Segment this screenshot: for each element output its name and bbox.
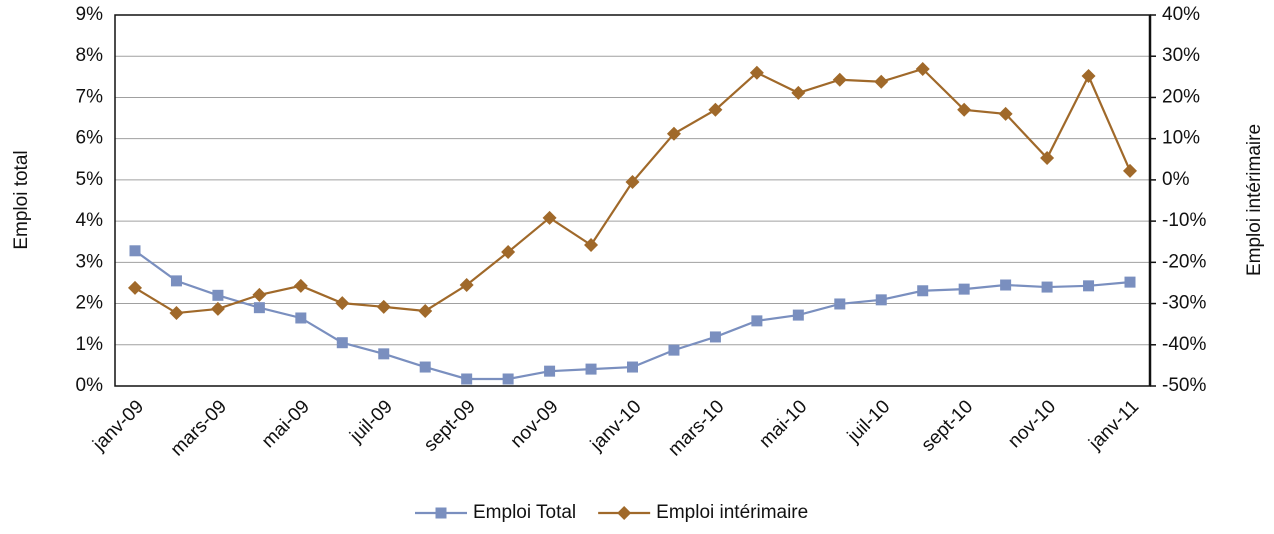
marker — [501, 245, 516, 260]
marker — [210, 301, 225, 316]
marker — [832, 72, 847, 87]
marker — [502, 373, 514, 385]
y2-tick-label: 0% — [1162, 169, 1190, 190]
y-tick-label: 5% — [76, 169, 104, 190]
marker — [170, 275, 182, 287]
marker — [459, 278, 474, 293]
y2-tick-label: -30% — [1162, 293, 1206, 314]
x-tick-label: mai-09 — [258, 396, 314, 452]
marker — [708, 102, 723, 117]
y-tick-label: 8% — [76, 45, 104, 66]
marker — [957, 102, 972, 117]
marker — [751, 315, 763, 327]
x-tick-label: juil-09 — [345, 396, 396, 447]
y2-tick-label: 40% — [1162, 4, 1200, 25]
marker — [958, 283, 970, 295]
y2-tick-label: 20% — [1162, 86, 1200, 107]
marker — [1124, 276, 1136, 288]
x-tick-label: janv-10 — [586, 396, 646, 456]
marker — [1081, 69, 1096, 84]
plot-frame — [114, 14, 1151, 387]
legend-label: Emploi Total — [473, 502, 576, 523]
marker — [542, 210, 557, 225]
y-tick-label: 7% — [76, 86, 104, 107]
marker — [461, 373, 473, 385]
marker — [625, 174, 640, 189]
y-tick-label: 3% — [76, 251, 104, 272]
legend-label: Emploi intérimaire — [656, 502, 808, 523]
series-line — [134, 67, 1132, 315]
marker — [1041, 281, 1053, 293]
x-tick-label: nov-10 — [1004, 396, 1060, 452]
marker — [1000, 279, 1012, 291]
series-line — [134, 249, 1131, 381]
y2-tick-label: -20% — [1162, 251, 1206, 272]
y2-tick-label: -10% — [1162, 210, 1206, 231]
marker — [1083, 280, 1095, 292]
y2-tick-label: -40% — [1162, 334, 1206, 355]
x-tick-label: mars-10 — [664, 396, 728, 460]
y-tick-label: 4% — [76, 210, 104, 231]
marker — [668, 344, 680, 356]
marker — [335, 296, 350, 311]
y-tick-label: 6% — [76, 128, 104, 149]
marker — [293, 278, 308, 293]
y-tick-label: 1% — [76, 334, 104, 355]
marker — [418, 303, 433, 318]
x-tick-label: mars-09 — [167, 396, 231, 460]
marker — [212, 289, 224, 301]
y2-tick-label: 10% — [1162, 128, 1200, 149]
marker — [1123, 163, 1137, 178]
marker — [544, 365, 556, 377]
marker — [435, 507, 447, 519]
marker — [419, 361, 431, 373]
marker — [378, 348, 390, 360]
marker — [617, 506, 632, 520]
marker — [169, 306, 184, 321]
y2-axis-label: Emploi intérimaire — [1244, 124, 1265, 276]
marker — [627, 361, 638, 373]
y-tick-label: 0% — [76, 375, 104, 396]
marker — [875, 294, 887, 306]
marker — [128, 280, 142, 295]
marker — [666, 126, 681, 141]
marker — [376, 299, 391, 314]
x-tick-label: nov-09 — [507, 396, 563, 452]
marker — [998, 106, 1013, 121]
marker — [749, 65, 764, 80]
marker — [336, 337, 348, 349]
x-tick-label: janv-11 — [1084, 396, 1143, 455]
marker — [917, 285, 929, 297]
marker — [791, 85, 806, 100]
y-tick-label: 9% — [76, 4, 104, 25]
y-tick-label: 2% — [76, 293, 104, 314]
y2-tick-label: -50% — [1162, 375, 1206, 396]
x-tick-label: sept-10 — [918, 396, 978, 456]
marker — [129, 245, 141, 257]
marker — [253, 302, 265, 314]
marker — [709, 331, 721, 343]
marker — [295, 312, 307, 324]
marker — [585, 363, 597, 375]
x-tick-label: mai-10 — [755, 396, 811, 452]
x-tick-label: juil-10 — [843, 396, 894, 447]
marker — [834, 298, 846, 310]
x-tick-label: sept-09 — [420, 396, 480, 456]
marker — [792, 309, 804, 321]
y-axis-label: Emploi total — [11, 150, 32, 249]
marker — [874, 74, 889, 89]
x-tick-label: janv-09 — [88, 396, 148, 456]
marker — [915, 62, 930, 77]
y2-tick-label: 30% — [1162, 45, 1200, 66]
marker — [584, 238, 599, 253]
marker — [252, 287, 267, 302]
marker — [1040, 151, 1055, 166]
